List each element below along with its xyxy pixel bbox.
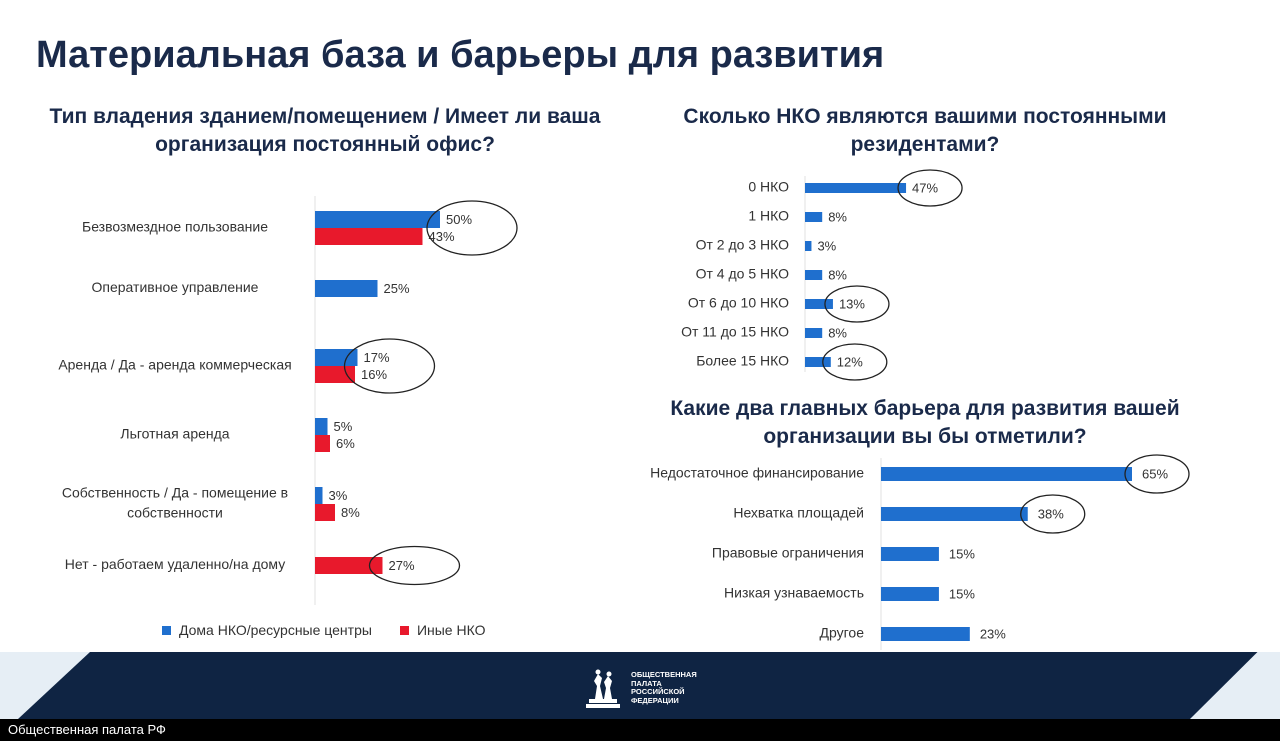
chart-3-bar bbox=[881, 587, 939, 601]
chart-2-bar bbox=[805, 241, 812, 251]
chart-3-bar bbox=[881, 547, 939, 561]
chart-2-category-label: От 6 до 10 НКО bbox=[688, 295, 789, 311]
chart-1-value-label: 25% bbox=[384, 281, 410, 296]
slide-title: Материальная база и барьеры для развития bbox=[36, 34, 885, 76]
chart-1-bar bbox=[315, 280, 378, 297]
legend-label-series-2: Иные НКО bbox=[416, 622, 486, 638]
chart-2-value-label: 8% bbox=[828, 209, 847, 224]
chart-1-category-label: Льготная аренда bbox=[120, 426, 229, 442]
chart-1-category-label: Оперативное управление bbox=[92, 279, 259, 295]
logo-text-line-3: Российской bbox=[631, 687, 685, 696]
chart-2-highlight-ring bbox=[897, 169, 963, 207]
logo-text-line-2: палата bbox=[631, 678, 662, 688]
chart-2-highlight-ring bbox=[824, 285, 890, 323]
chart-1-bar bbox=[315, 211, 440, 228]
chart-2-category-label: От 11 до 15 НКО bbox=[681, 324, 789, 340]
logo-text-line-1: Общественная bbox=[631, 670, 697, 679]
chart-2-category-label: 1 НКО bbox=[748, 208, 789, 224]
chart-1-bar bbox=[315, 487, 323, 504]
chart-3-category-label: Правовые ограничения bbox=[712, 545, 864, 561]
chart-1-bar bbox=[315, 557, 383, 574]
legend-swatch-red bbox=[399, 625, 409, 635]
chart-1-bar bbox=[315, 435, 330, 452]
chart-2-value-label: 8% bbox=[828, 267, 847, 282]
chart-2-category-label: От 4 до 5 НКО bbox=[696, 266, 789, 282]
chart-1-bar bbox=[315, 366, 355, 383]
chart-1-value-label: 50% bbox=[446, 212, 472, 227]
chart-3-category-label: Другое bbox=[820, 625, 865, 641]
chart-2-bar bbox=[805, 183, 907, 193]
chamber-logo: Общественная палата Российской Федерации bbox=[583, 666, 697, 710]
charts-canvas: Безвозмездное пользование 50% 43% Оперативн… bbox=[58, 169, 1190, 650]
chart-3-bar bbox=[881, 507, 1028, 521]
chart-1-category-label: Аренда / Да - аренда коммерческая bbox=[58, 357, 291, 373]
chart-1-highlight-ring bbox=[426, 200, 518, 256]
chart-2-highlight-ring bbox=[822, 343, 888, 381]
chart-2-value-label: 12% bbox=[837, 354, 863, 369]
chart-1-category-label: Нет - работаем удаленно/на дому bbox=[65, 556, 285, 572]
chart-2-bar bbox=[805, 357, 831, 367]
footer-wedge-left bbox=[0, 652, 90, 719]
chart-1-value-label: 5% bbox=[334, 419, 353, 434]
legend-item-series-2: Иные НКО bbox=[399, 622, 486, 638]
chart-1-value-label: 6% bbox=[336, 436, 355, 451]
chart-1-value-label: 8% bbox=[341, 505, 360, 520]
chart-2-bar bbox=[805, 299, 833, 309]
monument-icon bbox=[586, 669, 620, 708]
chart-3-value-label: 23% bbox=[980, 626, 1006, 641]
chart-1-category-label: собственности bbox=[127, 505, 223, 521]
chart-2-bar bbox=[805, 328, 823, 338]
chart-1-category-label: Безвозмездное пользование bbox=[82, 219, 268, 235]
chart-1-bar bbox=[315, 349, 358, 366]
chart-2-category-label: 0 НКО bbox=[748, 179, 789, 195]
chart-3-value-label: 15% bbox=[949, 586, 975, 601]
chart-2-bar bbox=[805, 270, 823, 280]
chart-2-category-label: От 2 до 3 НКО bbox=[696, 237, 789, 253]
chart-3-value-label: 65% bbox=[1142, 466, 1168, 481]
chart-1-bar bbox=[315, 504, 335, 521]
logo-text-line-4: Федерации bbox=[631, 695, 679, 705]
chart-3-category-label: Нехватка площадей bbox=[733, 505, 864, 521]
chart-1-bar bbox=[315, 418, 328, 435]
chart-1-bar bbox=[315, 228, 423, 245]
chart-1-value-label: 43% bbox=[429, 229, 455, 244]
video-caption-bar: Общественная палата РФ bbox=[0, 719, 1280, 741]
chart-2-bar bbox=[805, 212, 823, 222]
footer-band bbox=[0, 652, 1280, 719]
logo-text: Общественная палата Российской Федерации bbox=[631, 670, 697, 705]
chart-2-value-label: 47% bbox=[912, 180, 938, 195]
video-caption-text: Общественная палата РФ bbox=[8, 722, 166, 737]
chart-1-value-label: 3% bbox=[329, 488, 348, 503]
footer-wedge-right bbox=[1190, 652, 1280, 719]
chart-1-highlight-ring bbox=[343, 338, 436, 394]
chart-1-highlight-ring bbox=[368, 545, 461, 586]
chart-3-highlight-ring bbox=[1124, 454, 1190, 494]
chart-3-title: Какие два главных барьера для развития в… bbox=[670, 397, 1180, 448]
chart-1-title: Тип владения зданием/помещением / Имеет … bbox=[49, 105, 601, 156]
chart-3-category-label: Низкая узнаваемость bbox=[724, 585, 864, 601]
chart-3-category-label: Недостаточное финансирование bbox=[650, 465, 864, 481]
chart-3-value-label: 38% bbox=[1038, 506, 1064, 521]
chart-2-value-label: 8% bbox=[828, 325, 847, 340]
chart-1-value-label: 27% bbox=[389, 558, 415, 573]
chart-3-value-label: 15% bbox=[949, 546, 975, 561]
legend-swatch-blue bbox=[162, 625, 171, 635]
chart-1-category-label: Собственность / Да - помещение в bbox=[62, 485, 288, 501]
chart-3-bar bbox=[881, 467, 1132, 481]
chart-1-legend: Дома НКО/ресурсные центры Иные НКО bbox=[162, 622, 485, 638]
chart-1-value-label: 16% bbox=[361, 367, 387, 382]
chart-2-value-label: 13% bbox=[839, 296, 865, 311]
chart-3-bar bbox=[881, 627, 970, 641]
legend-label-series-1: Дома НКО/ресурсные центры bbox=[179, 622, 372, 638]
chart-3-highlight-ring bbox=[1020, 494, 1086, 534]
chart-1-value-label: 17% bbox=[364, 350, 390, 365]
chart-2-category-label: Более 15 НКО bbox=[696, 353, 789, 369]
legend-item-series-1: Дома НКО/ресурсные центры bbox=[162, 622, 372, 638]
chart-2-title: Сколько НКО являются вашими постоянными … bbox=[683, 105, 1167, 156]
chart-2-value-label: 3% bbox=[817, 238, 836, 253]
